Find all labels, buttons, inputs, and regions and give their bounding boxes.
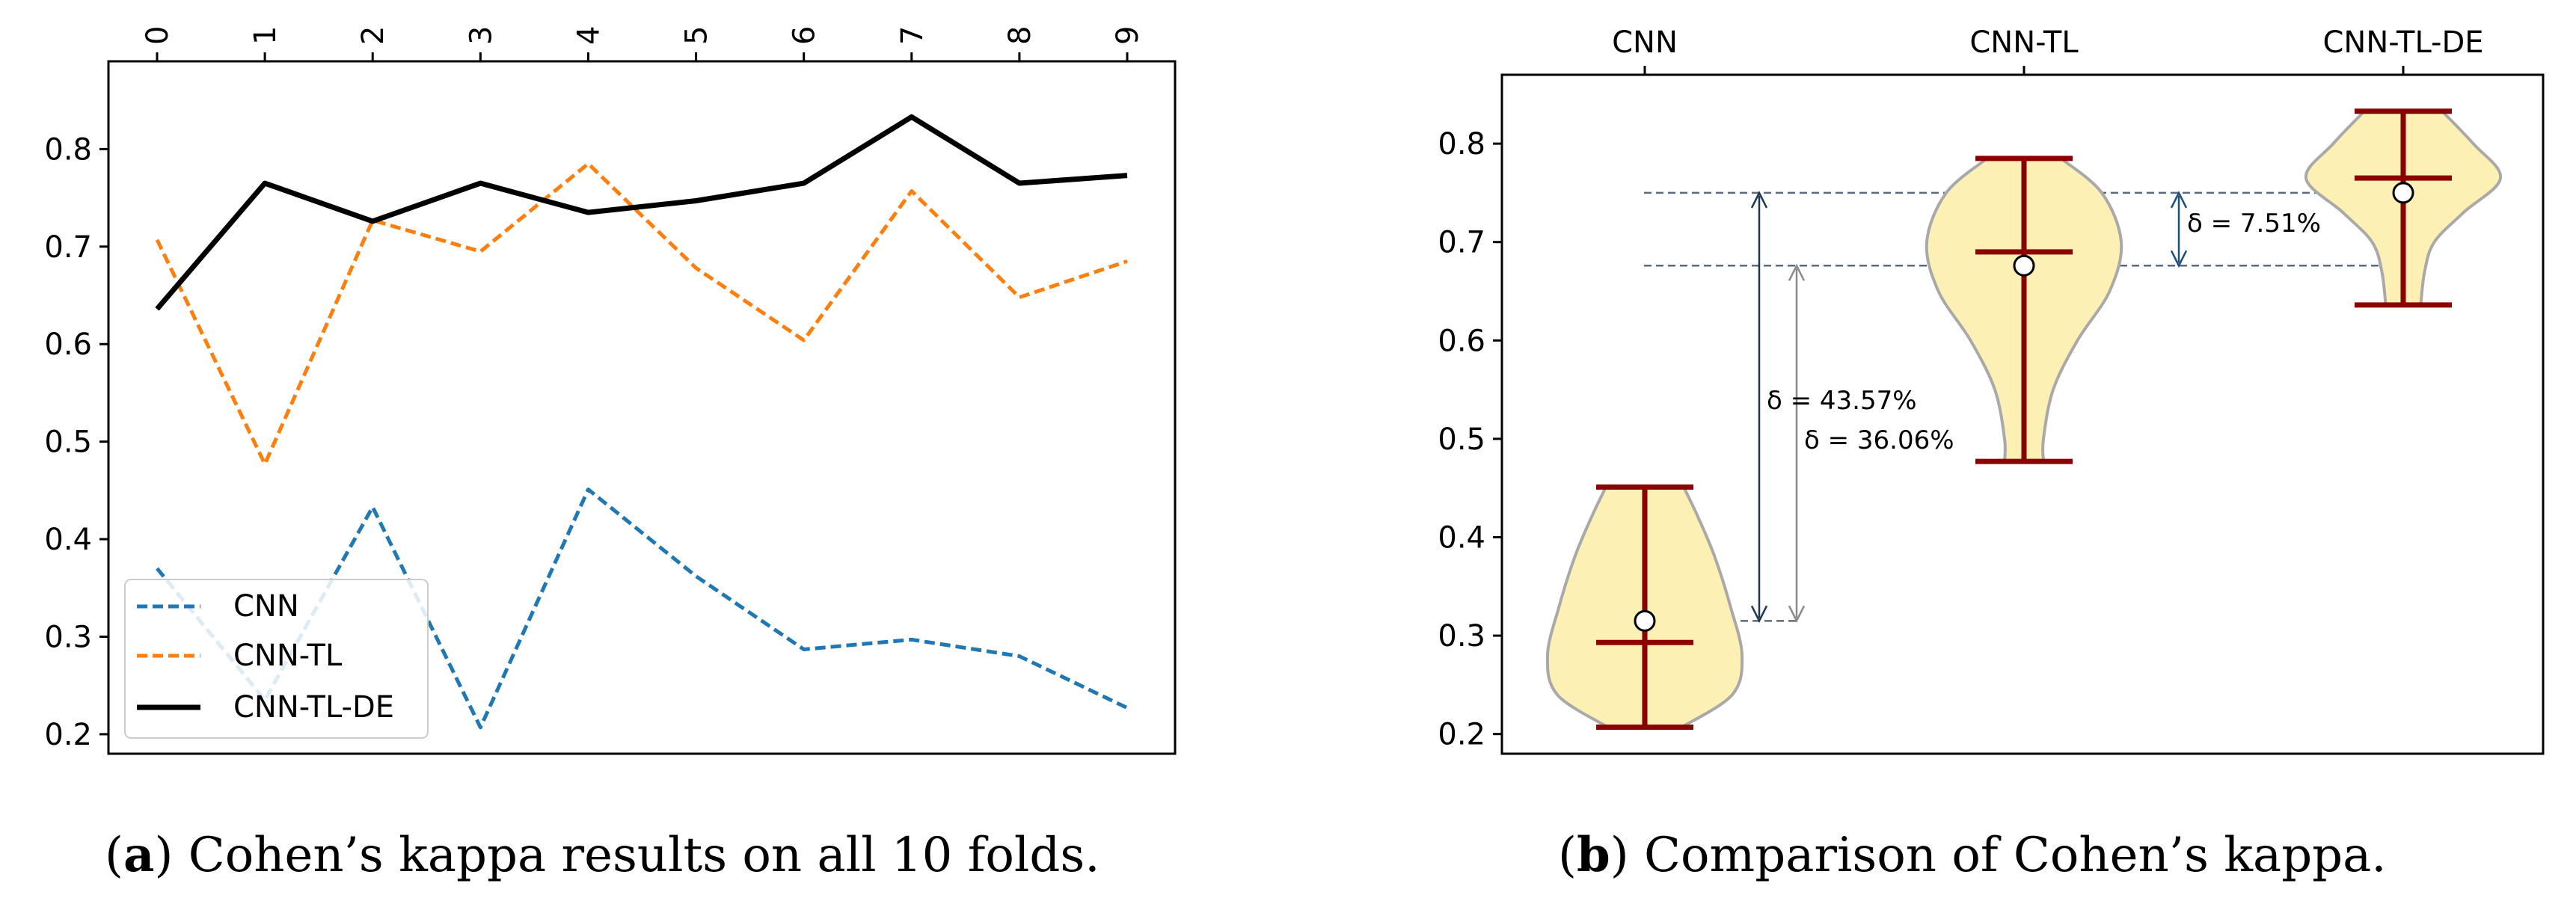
violin-mean-marker: [2392, 182, 2414, 204]
y-tick-label: 0.5: [1438, 422, 1485, 457]
violin-mean-marker: [2013, 254, 2035, 277]
y-tick-label: 0.7: [44, 230, 92, 265]
y-tick-label: 0.5: [44, 425, 92, 460]
delta-label-36: δ = 36.06%: [1804, 425, 1954, 455]
delta-label-43: δ = 43.57%: [1767, 386, 1917, 416]
y-tick-label: 0.3: [44, 620, 92, 654]
y-tick-label: 0.4: [1438, 520, 1485, 555]
x-tick-label: 2: [356, 26, 390, 45]
panel-a-line-chart: 0.2 0.3 0.4 0.5 0.6 0.7 0.8 0 1 2 3 4 5 6 7 8 9 (a) Coh…: [44, 26, 1177, 883]
panel-b-y-axis: 0.2 0.3 0.4 0.5 0.6 0.7 0.8: [1438, 127, 1502, 752]
category-label: CNN-TL: [1969, 25, 2079, 60]
x-tick-label: 8: [1003, 26, 1037, 45]
x-tick-label: 9: [1111, 26, 1145, 45]
delta-label-7: δ = 7.51%: [2187, 209, 2321, 239]
series-line-cnn-tl-de: [155, 114, 1128, 311]
series-line-cnn: [156, 488, 1129, 730]
panel-a-series: [155, 114, 1129, 730]
x-tick-label: 3: [464, 26, 498, 45]
category-label: CNN: [1612, 25, 1678, 60]
y-tick-label: 0.6: [44, 328, 92, 362]
y-tick-label: 0.8: [44, 132, 92, 167]
legend-label-cnn: CNN: [233, 589, 299, 624]
delta-arrow-cnn-vs-cnn-tl-head-top: [1788, 263, 1806, 281]
panel-a-y-axis: 0.2 0.3 0.4 0.5 0.6 0.7 0.8: [44, 132, 108, 752]
delta-arrow-cnn-tl-vs-cnn-tl-de-head-top: [2170, 191, 2188, 209]
panel-b-violin-chart: 0.2 0.3 0.4 0.5 0.6 0.7 0.8 CNN CNN-TL CNN-TL-DE…: [1438, 25, 2545, 883]
delta-arrow-cnn-tl-vs-cnn-tl-de-head-bottom: [2170, 250, 2188, 268]
y-tick-label: 0.7: [1438, 226, 1485, 260]
series-line-cnn-tl: [155, 162, 1128, 467]
panel-a-caption-label: a: [123, 827, 154, 883]
panel-a-x-axis: 0 1 2 3 4 5 6 7 8 9: [141, 26, 1145, 61]
legend-box: [124, 579, 429, 739]
panel-b-caption: (b) Comparison of Cohen’s kappa.: [1558, 827, 2387, 883]
panel-a-plot-frame: [107, 60, 1177, 755]
panel-a-legend: CNN CNN-TL CNN-TL-DE: [124, 579, 429, 739]
y-tick-label: 0.2: [1438, 718, 1485, 752]
panel-b-violins: [1545, 108, 2503, 730]
delta-arrow-cnn-vs-cnn-tl-de-head-bottom: [1750, 605, 1768, 624]
panel-b-x-axis: CNN CNN-TL CNN-TL-DE: [1612, 25, 2484, 75]
y-tick-label: 0.2: [44, 718, 92, 752]
category-label: CNN-TL-DE: [2322, 25, 2483, 60]
y-tick-label: 0.6: [1438, 324, 1485, 358]
x-tick-label: 6: [788, 26, 822, 45]
x-tick-label: 1: [248, 26, 283, 45]
y-tick-label: 0.3: [1438, 619, 1485, 654]
panel-b-plot-frame: [1500, 73, 2545, 755]
delta-arrow-cnn-vs-cnn-tl-head-bottom: [1788, 605, 1806, 624]
violin-mean-marker: [1634, 609, 1656, 632]
y-tick-label: 0.8: [1438, 127, 1485, 162]
panel-b-annotations: δ = 43.57% δ = 36.06% δ = 7.51%: [1750, 191, 2321, 624]
x-tick-label: 7: [895, 26, 930, 45]
panel-b-caption-label: b: [1577, 827, 1610, 883]
delta-arrow-cnn-vs-cnn-tl-de-head-top: [1750, 191, 1768, 209]
panel-b-caption-text: Comparison of Cohen’s kappa.: [1629, 828, 2387, 883]
y-tick-label: 0.4: [44, 523, 92, 557]
x-tick-label: 5: [680, 26, 714, 45]
x-tick-label: 4: [571, 26, 606, 45]
x-tick-label: 0: [141, 26, 175, 45]
panel-a-caption: (a) Cohen’s kappa results on all 10 fold…: [105, 827, 1100, 883]
legend-label-cnn-tl: CNN-TL: [233, 639, 343, 673]
panel-a-caption-text: Cohen’s kappa results on all 10 folds.: [173, 828, 1100, 883]
legend-label-cnn-tl-de: CNN-TL-DE: [233, 690, 394, 725]
